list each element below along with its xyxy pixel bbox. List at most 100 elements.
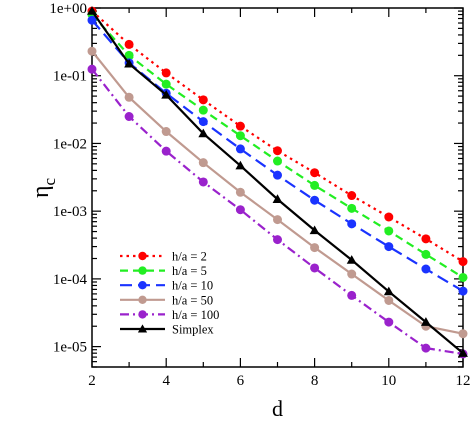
y-tick-label: 1e-01	[53, 69, 87, 85]
legend-label: Simplex	[172, 323, 214, 337]
y-tick-label: 1e+00	[49, 1, 87, 17]
data-point	[272, 194, 283, 203]
data-point	[124, 92, 134, 102]
series-line	[91, 68, 464, 356]
y-axis-label: ηc	[28, 177, 59, 198]
data-point	[421, 264, 431, 274]
data-point	[458, 257, 468, 267]
legend-label: h/a = 2	[172, 250, 207, 264]
x-tick-label: 6	[237, 373, 245, 389]
data-point	[310, 168, 320, 178]
data-point	[458, 272, 468, 282]
data-point	[161, 90, 172, 99]
data-point	[310, 195, 320, 205]
series-layer	[87, 6, 468, 359]
data-point	[161, 127, 171, 137]
data-point	[347, 191, 357, 201]
series-h-a-50	[87, 46, 468, 339]
legend-label: h/a = 5	[172, 264, 207, 278]
data-point	[384, 212, 394, 222]
x-tick-label: 12	[456, 373, 471, 389]
data-point	[124, 58, 135, 68]
data-point	[198, 158, 208, 168]
series-h-a-5	[87, 10, 468, 282]
legend-label: h/a = 50	[172, 293, 213, 307]
y-tick-label: 1e-05	[53, 340, 87, 356]
data-point	[310, 243, 320, 253]
y-tick-label: 1e-02	[53, 136, 87, 152]
data-point	[138, 251, 147, 261]
data-point	[384, 317, 394, 327]
data-point	[235, 144, 245, 154]
data-point	[138, 281, 147, 290]
series-line	[91, 19, 464, 293]
data-point	[124, 39, 134, 49]
data-point	[87, 64, 97, 74]
data-point	[235, 131, 245, 141]
legend-label: h/a = 10	[172, 279, 213, 293]
data-point	[198, 117, 208, 127]
legend-item: Simplex	[120, 323, 214, 337]
data-point	[310, 263, 320, 273]
y-axis-label-subscript: c	[40, 177, 59, 185]
data-point	[87, 15, 97, 25]
data-point	[161, 68, 171, 78]
x-tick-label: 2	[88, 373, 96, 389]
x-axis-label: d	[272, 396, 283, 421]
y-axis-label-main: η	[28, 185, 54, 198]
data-point	[421, 343, 431, 353]
data-point	[421, 249, 431, 259]
data-point	[458, 329, 468, 339]
data-point	[161, 79, 171, 89]
legend: h/a = 2h/a = 5h/a = 10h/a = 50h/a = 100S…	[120, 250, 219, 337]
data-point	[383, 286, 394, 296]
x-tick-label: 8	[311, 373, 319, 389]
data-point	[384, 295, 394, 305]
x-tick-label: 10	[381, 373, 396, 389]
data-point	[421, 234, 431, 244]
series-h-a-2	[87, 6, 468, 267]
data-point	[235, 160, 246, 170]
data-point	[347, 269, 357, 279]
data-point	[273, 215, 282, 225]
legend-item: h/a = 5	[120, 264, 207, 278]
data-point	[309, 225, 320, 235]
data-point	[458, 348, 468, 357]
data-point	[273, 156, 282, 166]
data-point	[87, 46, 97, 56]
data-point	[124, 111, 134, 121]
legend-label: h/a = 100	[172, 308, 219, 322]
data-point	[161, 146, 171, 156]
data-point	[138, 295, 147, 304]
data-point	[384, 226, 394, 236]
legend-item: h/a = 10	[120, 279, 213, 293]
data-point	[138, 310, 147, 319]
data-point	[273, 170, 282, 180]
series-h-a-100	[87, 64, 468, 359]
legend-item: h/a = 100	[120, 308, 219, 322]
data-point	[346, 255, 357, 264]
y-tick-label: 1e-04	[53, 272, 88, 288]
data-point	[138, 266, 147, 275]
data-point	[198, 177, 208, 187]
data-point	[124, 50, 134, 60]
data-point	[458, 286, 468, 296]
data-point	[198, 128, 209, 138]
data-point	[87, 6, 97, 15]
series-line	[91, 50, 464, 335]
data-point	[235, 205, 245, 215]
data-point	[198, 95, 208, 105]
data-point	[384, 242, 394, 252]
svg-text:ηc: ηc	[28, 177, 59, 198]
data-point	[347, 290, 357, 300]
data-point	[273, 146, 282, 156]
data-point	[235, 121, 245, 131]
axis-ticks: 2 4 6 8 10 12 1e-05 1e-04 1e-03 1e-02 1e-01 1e+00	[49, 1, 470, 389]
y-tick-label: 1e-03	[53, 204, 87, 220]
series-simplex	[87, 6, 468, 357]
legend-item: h/a = 2	[120, 250, 207, 264]
series-line	[91, 10, 464, 355]
data-point	[198, 105, 208, 115]
data-point	[235, 187, 245, 197]
